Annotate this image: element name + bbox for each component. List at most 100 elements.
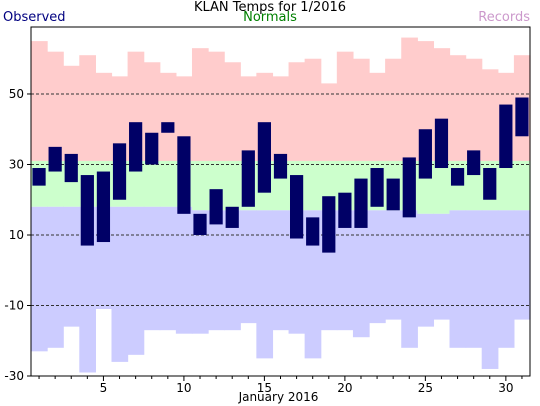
normal-band-day-8: [143, 160, 161, 207]
observed-bar-day-24: [402, 157, 416, 218]
observed-bar-day-2: [48, 146, 62, 172]
observed-bar-day-28: [467, 150, 481, 176]
legend-normals: Normals: [243, 10, 297, 25]
record-low-band-day-29: [481, 210, 499, 369]
record-low-band-day-7: [127, 206, 145, 355]
record-low-band-day-13: [224, 210, 241, 331]
observed-bar-day-12: [209, 189, 223, 225]
normal-band-day-31: [513, 160, 531, 211]
record-low-band-day-11: [191, 210, 209, 334]
record-low-band-day-3: [63, 206, 80, 327]
record-high-band-day-17: [288, 62, 306, 161]
record-low-band-day-20: [336, 210, 354, 331]
record-low-band-day-18: [304, 210, 322, 359]
observed-bar-day-7: [129, 122, 143, 172]
record-high-band-day-18: [304, 58, 322, 161]
record-high-band-day-16: [272, 76, 290, 161]
normal-band-day-26: [433, 160, 451, 214]
record-low-band-day-8: [143, 206, 161, 331]
record-high-band-day-19: [320, 83, 338, 161]
record-high-band-day-14: [240, 76, 257, 161]
record-high-band-day-24: [401, 37, 418, 161]
observed-bar-day-6: [112, 143, 127, 200]
y-tick-label-10: 10: [9, 228, 24, 242]
y-tick-label-50: 50: [9, 87, 24, 101]
record-low-band-day-17: [288, 210, 306, 334]
record-low-band-day-26: [433, 213, 451, 320]
record-low-band-day-22: [369, 210, 386, 324]
legend-observed: Observed: [3, 10, 66, 25]
observed-bar-day-20: [338, 192, 352, 228]
chart-title: KLAN Temps for 1/2016: [193, 0, 347, 15]
record-high-band-day-4: [79, 55, 96, 161]
x-tick-label-15: 15: [257, 381, 272, 395]
observed-bar-day-19: [322, 196, 336, 253]
x-tick-label-10: 10: [176, 381, 191, 395]
normal-band-day-30: [497, 160, 515, 211]
observed-bar-day-29: [483, 168, 497, 200]
record-high-band-day-20: [336, 51, 354, 161]
record-low-band-day-23: [385, 210, 402, 320]
record-low-band-day-28: [465, 210, 483, 348]
record-high-band-day-9: [159, 72, 177, 161]
record-high-band-day-12: [208, 51, 225, 161]
record-low-band-day-27: [449, 210, 467, 348]
record-high-band-day-13: [224, 62, 241, 161]
x-tick-label-25: 25: [418, 381, 433, 395]
observed-bar-day-13: [225, 206, 239, 228]
record-high-band-day-3: [63, 65, 80, 161]
normal-band-day-9: [159, 160, 177, 207]
record-low-band-day-24: [401, 210, 418, 348]
observed-bar-day-5: [96, 171, 111, 243]
observed-bar-day-14: [241, 150, 255, 207]
normal-band-day-11: [191, 160, 209, 211]
normal-band-day-18: [304, 160, 322, 211]
observed-bar-day-1: [32, 168, 46, 186]
observed-bar-day-11: [193, 213, 207, 235]
record-high-band-day-28: [465, 58, 483, 161]
x-tick-label-20: 20: [337, 381, 352, 395]
record-low-band-day-31: [513, 210, 531, 320]
record-high-band-day-22: [369, 72, 386, 161]
observed-bar-day-27: [450, 168, 465, 186]
observed-bar-day-30: [499, 104, 513, 169]
observed-bar-day-4: [80, 175, 94, 246]
record-low-band-day-6: [111, 206, 129, 362]
y-tick-label-30: 30: [9, 157, 24, 171]
record-high-band-day-23: [385, 58, 402, 161]
x-axis-label: January 2016: [238, 390, 319, 404]
record-high-band-day-11: [191, 48, 209, 161]
observed-bar-day-15: [257, 122, 272, 193]
y-tick-label--10: -10: [4, 298, 24, 312]
normal-band-day-2: [47, 160, 64, 207]
observed-bar-day-25: [418, 129, 432, 179]
record-low-band-day-2: [47, 206, 64, 348]
record-low-band-day-21: [352, 210, 370, 338]
record-low-band-day-25: [417, 213, 435, 327]
legend-records: Records: [478, 10, 530, 25]
observed-bar-day-22: [370, 168, 384, 207]
record-low-band-day-4: [79, 206, 96, 373]
observed-bar-day-10: [177, 136, 191, 214]
observed-bar-day-8: [145, 132, 159, 165]
observed-bar-day-23: [386, 178, 400, 211]
plot-area: -30 -10 10 30 50 5 10 15 20 25 30: [4, 26, 531, 395]
observed-bar-day-26: [434, 118, 449, 169]
observed-bar-day-18: [306, 217, 320, 246]
record-low-band-day-14: [240, 210, 257, 324]
record-high-band-day-21: [352, 58, 370, 161]
record-high-band-day-2: [47, 51, 64, 161]
observed-bar-day-3: [64, 153, 78, 183]
record-high-band-day-5: [95, 72, 113, 161]
observed-bar-day-17: [289, 175, 304, 239]
record-low-band-day-30: [497, 210, 515, 348]
record-high-band-day-6: [111, 76, 129, 161]
record-low-band-day-9: [159, 206, 177, 331]
normal-band-day-7: [127, 160, 145, 207]
x-tick-label-30: 30: [498, 381, 513, 395]
record-high-band-day-27: [449, 55, 467, 161]
record-low-band-day-10: [175, 206, 193, 334]
record-low-band-day-12: [208, 210, 225, 331]
observed-bar-day-16: [273, 153, 288, 179]
